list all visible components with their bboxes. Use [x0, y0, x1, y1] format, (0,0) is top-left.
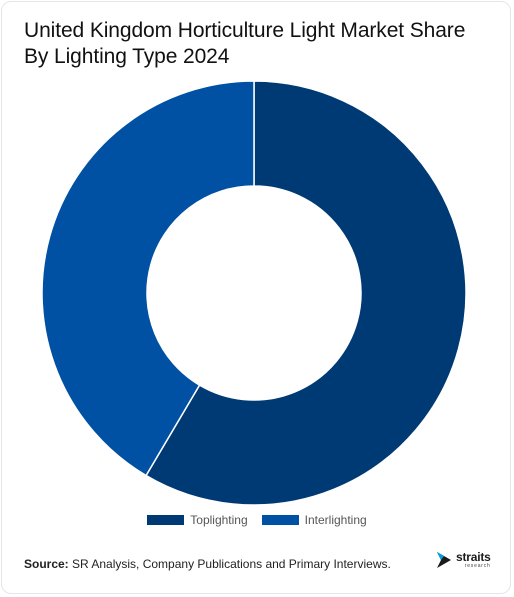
- chart-legend: Toplighting Interlighting: [0, 513, 514, 527]
- logo-word: straits: [456, 550, 491, 564]
- donut-chart: [41, 80, 467, 506]
- legend-label-toplighting: Toplighting: [190, 513, 248, 527]
- legend-swatch-toplighting: [147, 515, 185, 525]
- legend-swatch-interlighting: [261, 515, 299, 525]
- legend-item-toplighting[interactable]: Toplighting: [147, 513, 248, 527]
- chart-title: United Kingdom Horticulture Light Market…: [24, 19, 466, 68]
- straits-arrow-logo-icon: [437, 552, 451, 568]
- donut-slice-toplighting[interactable]: [145, 80, 467, 506]
- straits-research-logo: straits research: [436, 551, 491, 569]
- source-note: Source: SR Analysis, Company Publication…: [24, 557, 391, 571]
- legend-label-interlighting: Interlighting: [304, 513, 367, 527]
- donut-slice-interlighting[interactable]: [41, 80, 255, 477]
- source-label: Source:: [24, 557, 69, 571]
- source-text: SR Analysis, Company Publications and Pr…: [68, 557, 391, 571]
- logo-sub: research: [464, 563, 491, 569]
- legend-item-interlighting[interactable]: Interlighting: [261, 513, 367, 527]
